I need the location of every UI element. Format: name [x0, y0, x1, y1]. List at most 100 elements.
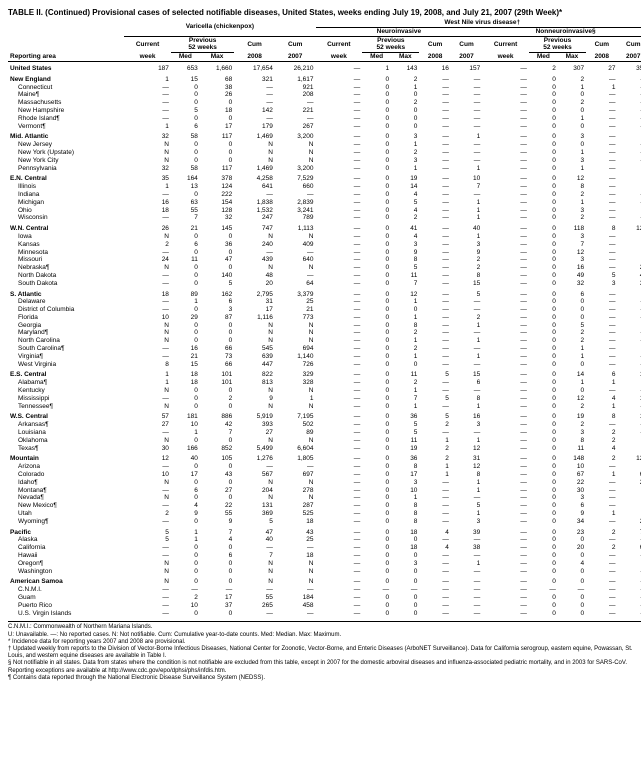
data-cell: 27 — [234, 429, 275, 437]
data-cell: 7 — [391, 280, 419, 288]
data-cell: 0 — [200, 610, 234, 618]
data-cell: — — [419, 199, 450, 207]
data-cell: 0 — [362, 502, 391, 510]
data-cell: 13 — [171, 183, 200, 191]
data-cell: 22 — [558, 479, 586, 487]
data-cell: 5 — [200, 280, 234, 288]
area-cell: Mountain — [8, 452, 124, 463]
hdr-cum: Cum — [234, 36, 275, 53]
data-cell: 5 — [391, 421, 419, 429]
data-cell: — — [316, 157, 363, 165]
data-cell: 4 — [618, 288, 641, 299]
data-cell: — — [586, 502, 617, 510]
table-row: E.N. Central351643784,2587,529—019—10—01… — [8, 172, 641, 183]
table-row: Wisconsin—732247789—02—1—02—— — [8, 214, 641, 222]
area-cell: Tennessee¶ — [8, 403, 124, 411]
data-cell: 0 — [171, 463, 200, 471]
data-cell: — — [275, 544, 316, 552]
footnote-line: § Not notifiable in all states. Data fro… — [8, 660, 641, 674]
data-cell: — — [419, 494, 450, 502]
data-cell: — — [124, 91, 171, 99]
data-cell: — — [419, 298, 450, 306]
data-cell: 0 — [529, 288, 558, 299]
data-cell: 164 — [171, 172, 200, 183]
data-cell: — — [586, 314, 617, 322]
data-cell: 2 — [558, 403, 586, 411]
data-cell: 6 — [171, 123, 200, 131]
data-cell: — — [316, 207, 363, 215]
data-cell: 3 — [618, 183, 641, 191]
area-cell: Mississippi — [8, 395, 124, 403]
data-cell: — — [419, 191, 450, 199]
data-cell: 208 — [275, 91, 316, 99]
data-cell: — — [586, 518, 617, 526]
data-cell: 40 — [171, 452, 200, 463]
data-cell: — — [316, 610, 363, 618]
data-cell: 921 — [275, 84, 316, 92]
data-cell: 0 — [362, 207, 391, 215]
data-cell: — — [482, 536, 529, 544]
data-cell: 0 — [529, 387, 558, 395]
data-cell: 2 — [558, 214, 586, 222]
data-cell: 0 — [362, 149, 391, 157]
data-cell: 125 — [618, 222, 641, 233]
data-cell: 0 — [558, 552, 586, 560]
data-cell: — — [316, 233, 363, 241]
data-cell: 15 — [171, 73, 200, 84]
data-cell: 36 — [391, 452, 419, 463]
data-cell: — — [316, 487, 363, 495]
area-cell: W.N. Central — [8, 222, 124, 233]
hdr-med: Med — [529, 53, 558, 62]
data-cell: — — [316, 322, 363, 330]
data-cell: 5 — [124, 526, 171, 537]
data-cell: 1 — [171, 526, 200, 537]
data-cell: 128 — [200, 207, 234, 215]
data-cell: — — [419, 510, 450, 518]
data-cell: — — [124, 272, 171, 280]
data-cell: — — [482, 361, 529, 369]
data-cell: 0 — [362, 157, 391, 165]
data-cell: — — [451, 345, 482, 353]
data-cell: — — [586, 241, 617, 249]
data-cell: — — [618, 306, 641, 314]
data-cell: 10 — [171, 602, 200, 610]
data-cell: — — [451, 610, 482, 618]
data-cell: 3 — [391, 560, 419, 568]
area-cell: Georgia — [8, 322, 124, 330]
data-cell: — — [419, 130, 450, 141]
data-cell: — — [419, 157, 450, 165]
data-cell: 1 — [171, 429, 200, 437]
data-cell: 0 — [200, 157, 234, 165]
data-cell: — — [482, 172, 529, 183]
area-cell: Oregon¶ — [8, 560, 124, 568]
data-cell: 181 — [171, 410, 200, 421]
data-cell: 18 — [391, 544, 419, 552]
data-cell: 0 — [362, 403, 391, 411]
data-cell: — — [316, 479, 363, 487]
area-cell: New York City — [8, 157, 124, 165]
data-cell: 48 — [234, 272, 275, 280]
data-cell: 0 — [362, 314, 391, 322]
data-cell: — — [316, 84, 363, 92]
data-cell: 18 — [171, 368, 200, 379]
data-cell: 0 — [558, 602, 586, 610]
data-cell: 0 — [558, 568, 586, 576]
data-cell: 773 — [275, 314, 316, 322]
data-cell: 0 — [391, 123, 419, 131]
data-cell: — — [124, 610, 171, 618]
data-cell: 3 — [451, 421, 482, 429]
data-cell: — — [482, 518, 529, 526]
data-cell: — — [124, 214, 171, 222]
data-cell: 1 — [419, 463, 450, 471]
data-cell: 0 — [558, 107, 586, 115]
table-row: OklahomaN00NN—01111—0821 — [8, 437, 641, 445]
data-cell: — — [482, 183, 529, 191]
data-cell: N — [275, 494, 316, 502]
data-cell: 378 — [200, 172, 234, 183]
data-cell: — — [316, 536, 363, 544]
data-cell: 0 — [362, 183, 391, 191]
data-cell: — — [618, 586, 641, 594]
data-cell: 101 — [200, 379, 234, 387]
data-cell: 66 — [200, 345, 234, 353]
area-cell: United States — [8, 61, 124, 72]
